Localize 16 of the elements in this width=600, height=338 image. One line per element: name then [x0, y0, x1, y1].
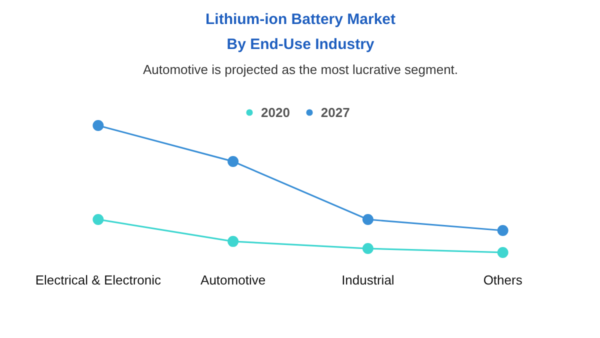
legend-label: 2027: [320, 104, 350, 120]
point: [497, 246, 508, 258]
x-tick-label: Electrical & Electronic: [35, 272, 162, 288]
chart-title: Lithium-ion Battery Market By End-Use Industry: [205, 11, 396, 54]
point: [497, 225, 508, 236]
point: [362, 243, 374, 254]
chart-subtitle: Automotive is projected as the most lucrative segment.: [142, 62, 458, 78]
x-tick-label: Others: [483, 272, 523, 288]
point: [92, 214, 104, 225]
legend-label: 2020: [261, 104, 290, 120]
point: [92, 120, 104, 132]
x-tick-label: Automotive: [200, 272, 266, 288]
x-tick-label: Industrial: [342, 272, 394, 288]
point: [228, 236, 239, 247]
point: [228, 156, 239, 167]
point: [362, 214, 374, 225]
